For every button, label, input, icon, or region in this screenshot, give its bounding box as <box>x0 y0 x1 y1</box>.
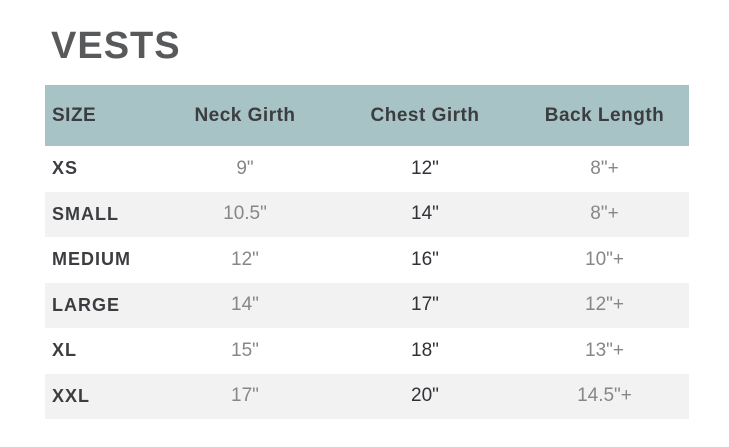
table-row-xl: XL 15" 18" 13"+ <box>45 328 689 374</box>
size-cell: XS <box>52 158 79 179</box>
vests-size-table: SIZE Neck Girth Chest Girth Back Length … <box>45 85 689 419</box>
chest-girth-cell: 12" <box>411 157 439 179</box>
header-cell-chest-girth: Chest Girth <box>370 104 480 126</box>
chest-girth-cell: 20" <box>411 385 439 407</box>
neck-girth-cell: 9" <box>236 157 254 179</box>
neck-girth-cell: 12" <box>231 248 259 270</box>
size-cell: SMALL <box>52 203 119 224</box>
table-row-medium: MEDIUM 12" 16" 10"+ <box>45 237 689 283</box>
back-length-cell: 8"+ <box>590 203 619 225</box>
back-length-cell: 10"+ <box>585 248 624 270</box>
neck-girth-cell: 14" <box>231 294 259 316</box>
header-cell-back-length: Back Length <box>544 104 665 126</box>
table-row-xxl: XXL 17" 20" 14.5"+ <box>45 373 689 419</box>
chest-girth-cell: 17" <box>411 294 439 316</box>
chest-girth-cell: 16" <box>411 248 439 270</box>
back-length-cell: 13"+ <box>585 339 624 361</box>
size-cell: MEDIUM <box>52 249 131 270</box>
page-title: VESTS <box>51 25 181 67</box>
chest-girth-cell: 14" <box>411 203 439 225</box>
neck-girth-cell: 10.5" <box>223 203 267 225</box>
back-length-cell: 14.5"+ <box>577 385 632 407</box>
back-length-cell: 12"+ <box>585 294 624 316</box>
table-row-large: LARGE 14" 17" 12"+ <box>45 282 689 328</box>
neck-girth-cell: 15" <box>231 339 259 361</box>
size-cell: LARGE <box>52 294 120 315</box>
table-body: XS 9" 12" 8"+ SMALL 10.5" 14" 8"+ MEDIUM… <box>45 146 689 419</box>
neck-girth-cell: 17" <box>231 385 259 407</box>
header-cell-neck-girth: Neck Girth <box>194 104 296 126</box>
size-cell: XL <box>52 340 78 361</box>
chest-girth-cell: 18" <box>411 339 439 361</box>
table-row-small: SMALL 10.5" 14" 8"+ <box>45 191 689 237</box>
table-header-row: SIZE Neck Girth Chest Girth Back Length <box>45 85 689 146</box>
table-row-xs: XS 9" 12" 8"+ <box>45 146 689 192</box>
size-cell: XXL <box>52 385 91 406</box>
back-length-cell: 8"+ <box>590 157 619 179</box>
header-cell-size: SIZE <box>52 104 97 126</box>
